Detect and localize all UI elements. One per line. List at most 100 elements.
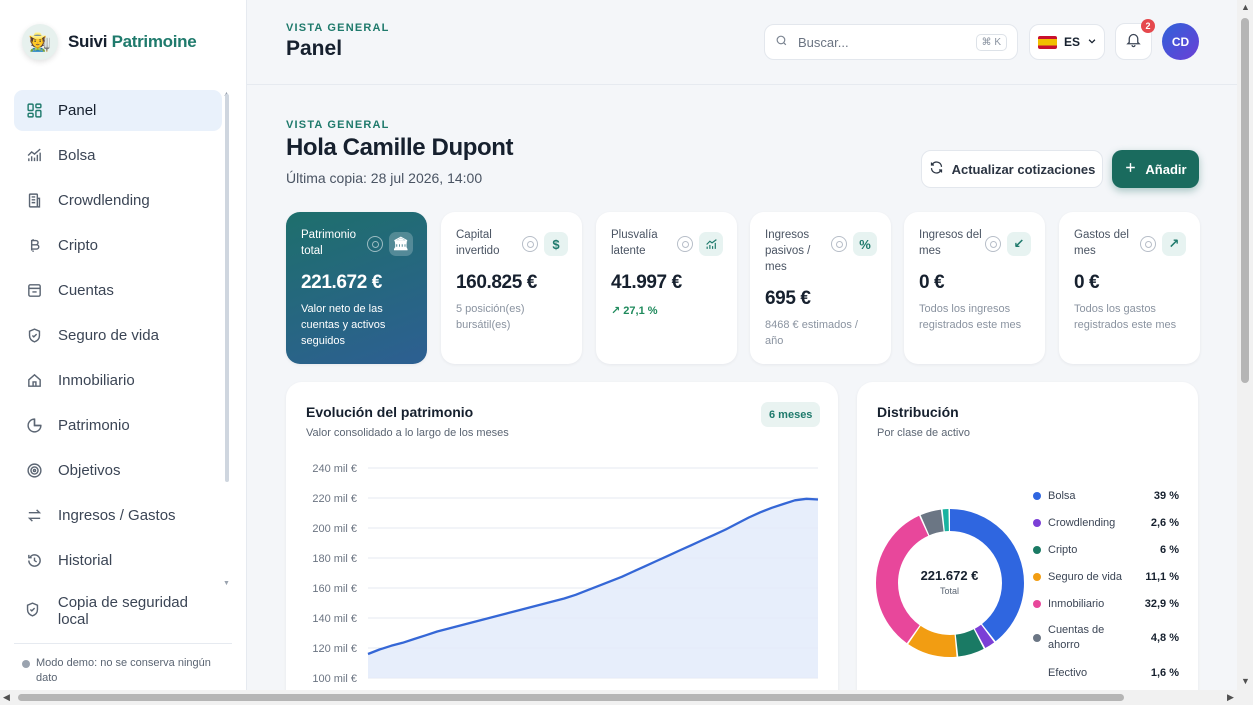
- legend-label: Bolsa: [1048, 489, 1076, 502]
- user-avatar[interactable]: CD: [1162, 23, 1199, 60]
- sidebar-item-cripto[interactable]: Cripto: [14, 225, 222, 266]
- sidebar-item-label: Inmobiliario: [58, 372, 135, 389]
- brand[interactable]: 🧑‍🌾 Suivi Patrimoine: [22, 24, 197, 60]
- distribution-subtitle: Por clase de activo: [877, 427, 970, 439]
- kpi-label: Ingresos del mes: [919, 229, 982, 257]
- backup-button[interactable]: Copia de seguridad local: [14, 590, 222, 632]
- kpi-card-ingresos-pasivos[interactable]: Ingresos pasivos / mes % 695 € 8468 € es…: [750, 212, 891, 364]
- eye-icon[interactable]: [677, 236, 693, 252]
- sidebar-item-patrimonio[interactable]: Patrimonio: [14, 405, 222, 446]
- scroll-up-arrow-icon[interactable]: ▲: [1241, 2, 1250, 12]
- kpi-value: 0 €: [1074, 272, 1100, 293]
- kpi-label: Patrimonio total: [301, 229, 356, 257]
- add-button[interactable]: Añadir: [1112, 150, 1199, 188]
- y-tick-label: 160 mil €: [312, 583, 357, 595]
- distribution-legend: Bolsa 39 % Crowdlending 2,6 % Cripto 6 % Segur…: [1033, 482, 1179, 686]
- sidebar-scrollbar[interactable]: [225, 94, 229, 482]
- kpi-subtext: 5 posición(es) bursátil(es): [456, 303, 525, 331]
- scroll-right-arrow-icon[interactable]: ▶: [1227, 692, 1234, 702]
- eye-icon[interactable]: [522, 236, 538, 252]
- kpi-value: 0 €: [919, 272, 945, 293]
- bank-icon: 🏛: [389, 232, 413, 256]
- y-tick-label: 240 mil €: [312, 463, 357, 475]
- sidebar-item-panel[interactable]: Panel: [14, 90, 222, 131]
- y-tick-label: 120 mil €: [312, 643, 357, 655]
- language-selector[interactable]: ES: [1029, 24, 1105, 60]
- legend-value: 32,9 %: [1144, 597, 1179, 610]
- kpi-card-plusvalia-latente[interactable]: Plusvalía latente 41.997 € ↗ 27,1 %: [596, 212, 737, 364]
- kpi-value: 41.997 €: [611, 272, 682, 293]
- backup-label: Copia de seguridad local: [57, 594, 188, 628]
- eye-icon[interactable]: [831, 236, 847, 252]
- kpi-trend: ↗ 27,1 %: [611, 304, 658, 317]
- refresh-label: Actualizar cotizaciones: [951, 161, 1096, 177]
- sidebar-scroll-down-icon[interactable]: ▼: [223, 580, 230, 587]
- kpi-card-gastos-del-mes[interactable]: Gastos del mes ↗ 0 € Todos los gastos re…: [1059, 212, 1200, 364]
- arrows-icon: [24, 506, 44, 526]
- target-icon: [24, 461, 44, 481]
- page-vertical-scrollbar[interactable]: ▲ ▼: [1237, 0, 1253, 690]
- donut-slice: [876, 509, 1024, 657]
- scroll-down-arrow-icon[interactable]: ▼: [1241, 676, 1250, 686]
- status-dot-icon: [22, 660, 30, 668]
- eye-icon[interactable]: [367, 236, 383, 252]
- refresh-icon: [929, 160, 944, 178]
- legend-swatch: [1033, 545, 1041, 554]
- page-horizontal-scroll-thumb[interactable]: [18, 694, 1124, 701]
- kpi-card-patrimonio-total[interactable]: Patrimonio total 🏛 221.672 € Valor neto …: [286, 212, 427, 364]
- sidebar-item-ingresos-gastos[interactable]: Ingresos / Gastos: [14, 495, 222, 536]
- sidebar-item-seguro-de-vida[interactable]: Seguro de vida: [14, 315, 222, 356]
- bell-icon: [1125, 31, 1142, 53]
- page-horizontal-scrollbar[interactable]: ◀ ▶: [0, 690, 1253, 705]
- sidebar-item-inmobiliario[interactable]: Inmobiliario: [14, 360, 222, 401]
- notification-count-badge: 2: [1141, 19, 1155, 33]
- page-vertical-scroll-thumb[interactable]: [1241, 18, 1249, 383]
- arrow-up-right-icon: ↗: [1162, 232, 1186, 256]
- legend-item: Cripto 6 %: [1033, 536, 1179, 563]
- sidebar-item-crowdlending[interactable]: Crowdlending: [14, 180, 222, 221]
- kpi-label: Gastos del mes: [1074, 229, 1129, 257]
- kpi-card-capital-invertido[interactable]: Capital invertido $ 160.825 € 5 posición…: [441, 212, 582, 364]
- search-placeholder: Buscar...: [798, 34, 849, 50]
- house-icon: [24, 371, 44, 391]
- distribution-title: Distribución: [877, 404, 959, 420]
- legend-item: Crowdlending 2,6 %: [1033, 509, 1179, 536]
- shield-check-icon: [24, 601, 44, 621]
- brand-logo-icon: 🧑‍🌾: [22, 24, 58, 60]
- range-selector[interactable]: 6 meses: [761, 402, 821, 427]
- y-tick-label: 180 mil €: [312, 553, 357, 565]
- account-box-icon: [24, 281, 44, 301]
- eye-icon[interactable]: [1140, 236, 1156, 252]
- sidebar-item-historial[interactable]: Historial: [14, 540, 222, 581]
- kpi-subtext: Valor neto de las cuentas y activos segu…: [301, 303, 386, 347]
- sidebar-nav: Panel Bolsa Crowdlending Cripto Cuentas …: [14, 90, 222, 585]
- sidebar-item-bolsa[interactable]: Bolsa: [14, 135, 222, 176]
- eye-icon[interactable]: [985, 236, 1001, 252]
- coins-icon: %: [853, 232, 877, 256]
- refresh-quotes-button[interactable]: Actualizar cotizaciones: [921, 150, 1103, 188]
- search-input[interactable]: Buscar... ⌘ K: [764, 24, 1018, 60]
- scroll-left-arrow-icon[interactable]: ◀: [3, 692, 10, 702]
- legend-value: 11,1 %: [1145, 570, 1179, 583]
- sidebar-item-objetivos[interactable]: Objetivos: [14, 450, 222, 491]
- evolution-card: Evolución del patrimonio Valor consolida…: [286, 382, 838, 705]
- legend-value: 6 %: [1160, 543, 1179, 556]
- sidebar-item-cuentas[interactable]: Cuentas: [14, 270, 222, 311]
- legend-item: Inmobiliario 32,9 %: [1033, 590, 1179, 617]
- last-copy-text: Última copia: 28 jul 2026, 14:00: [286, 170, 483, 186]
- stock-chart-icon: [24, 146, 44, 166]
- shield-icon: [24, 326, 44, 346]
- donut-slice: [876, 509, 1024, 657]
- page-title: Panel: [286, 37, 343, 60]
- legend-label: Seguro de vida: [1048, 570, 1122, 583]
- donut-total-label: Total: [939, 586, 959, 596]
- language-code: ES: [1064, 35, 1081, 49]
- kpi-subtext: 8468 € estimados / año: [765, 319, 858, 347]
- arrow-down-left-icon: ↙: [1007, 232, 1031, 256]
- legend-value: 1,6 %: [1150, 666, 1179, 679]
- kpi-label: Capital invertido: [456, 229, 500, 257]
- search-shortcut: ⌘ K: [975, 33, 1007, 51]
- legend-label: Cripto: [1048, 543, 1078, 556]
- kpi-card-ingresos-del-mes[interactable]: Ingresos del mes ↙ 0 € Todos los ingreso…: [904, 212, 1045, 364]
